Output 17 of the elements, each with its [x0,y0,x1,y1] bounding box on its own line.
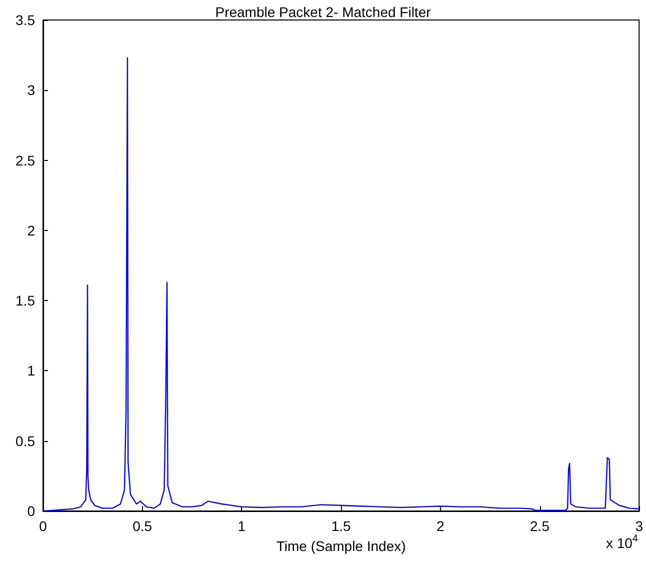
x-axis-title: Time (Sample Index) [276,538,406,554]
y-tick-label: 2 [27,222,36,238]
y-tick-label: 1 [27,362,36,379]
x-tick-label: 2 [436,518,445,534]
y-tick-label: 3.5 [16,12,36,28]
y-tick-label: 0.5 [16,432,36,449]
x-tick-label: 3 [635,518,644,534]
y-tick-label: 3 [27,82,36,98]
chart-title: Preamble Packet 2- Matched Filter [215,4,432,20]
y-tick-label: 1.5 [16,292,36,309]
x-tick-label: 2.5 [530,518,550,534]
x-tick-label: 1.5 [331,518,351,534]
y-tick-label: 2.5 [16,152,36,168]
y-tick-label: 0 [27,503,36,519]
x-tick-label: 1 [238,518,246,534]
x-tick-label: 0.5 [132,518,152,534]
x-tick-label: 0 [39,518,48,534]
